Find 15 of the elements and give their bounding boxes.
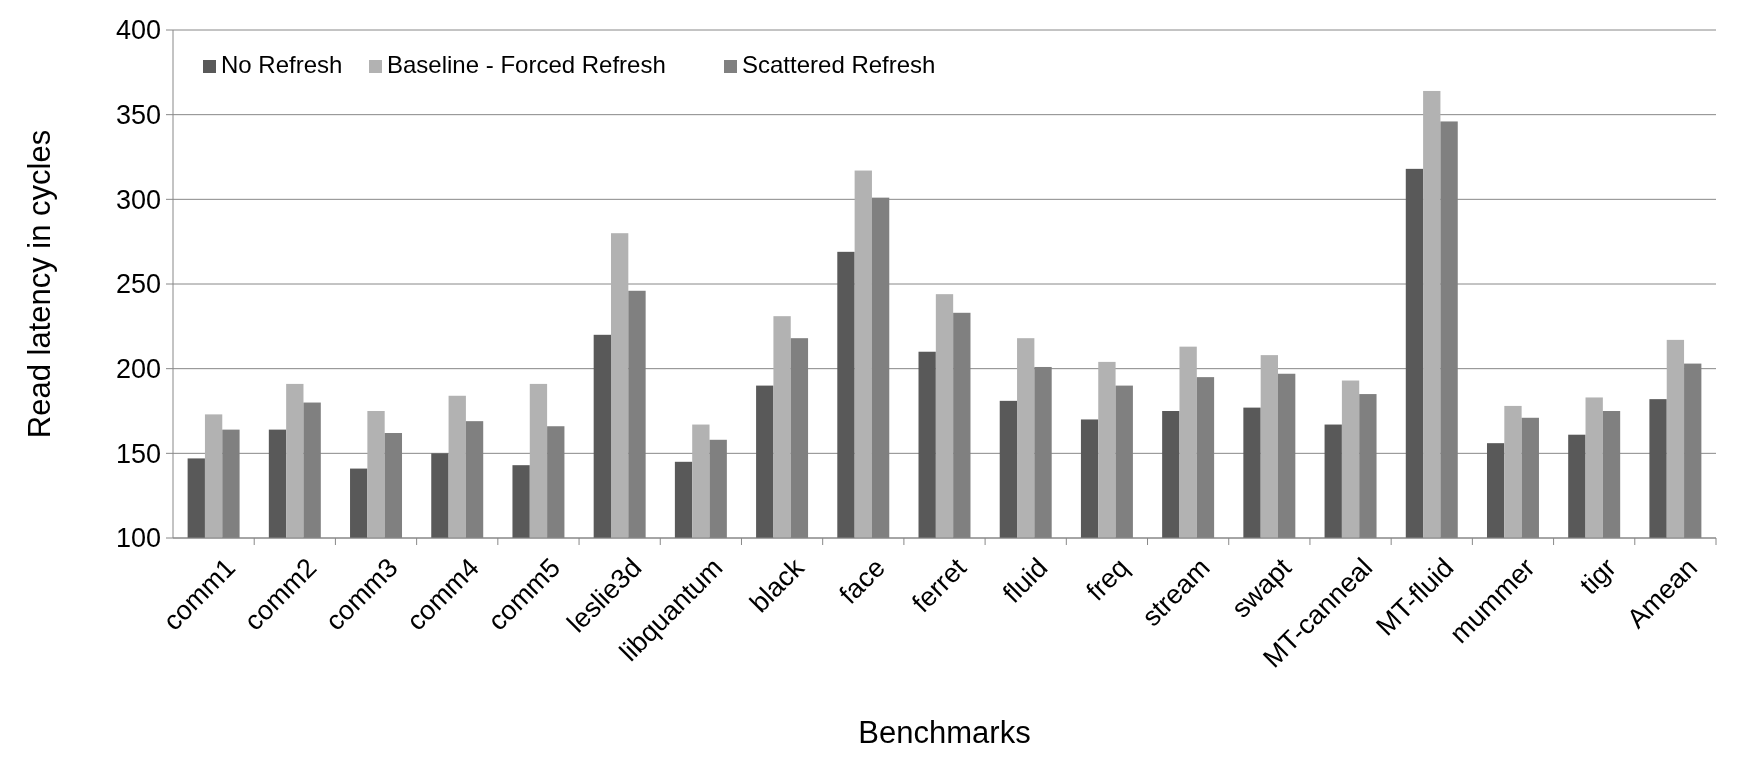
x-tick-label: freq [1080,552,1135,607]
legend-label: Baseline - Forced Refresh [387,51,666,78]
y-tick-label: 300 [115,184,161,215]
y-axis-title: Read latency in cycles [22,129,57,439]
x-axis-title: Benchmarks [858,715,1031,750]
y-tick-label: 250 [115,269,161,300]
x-tick-label: tigr [1574,552,1622,601]
legend-label: No Refresh [221,51,343,78]
x-tick-label: face [833,552,891,610]
y-tick-label: 100 [115,523,161,554]
legend-label: Scattered Refresh [742,51,936,78]
y-tick-label: 200 [115,354,161,385]
y-tick-label: 400 [115,15,161,46]
y-tick-label: 150 [115,438,161,469]
y-tick-label: 350 [115,100,161,131]
